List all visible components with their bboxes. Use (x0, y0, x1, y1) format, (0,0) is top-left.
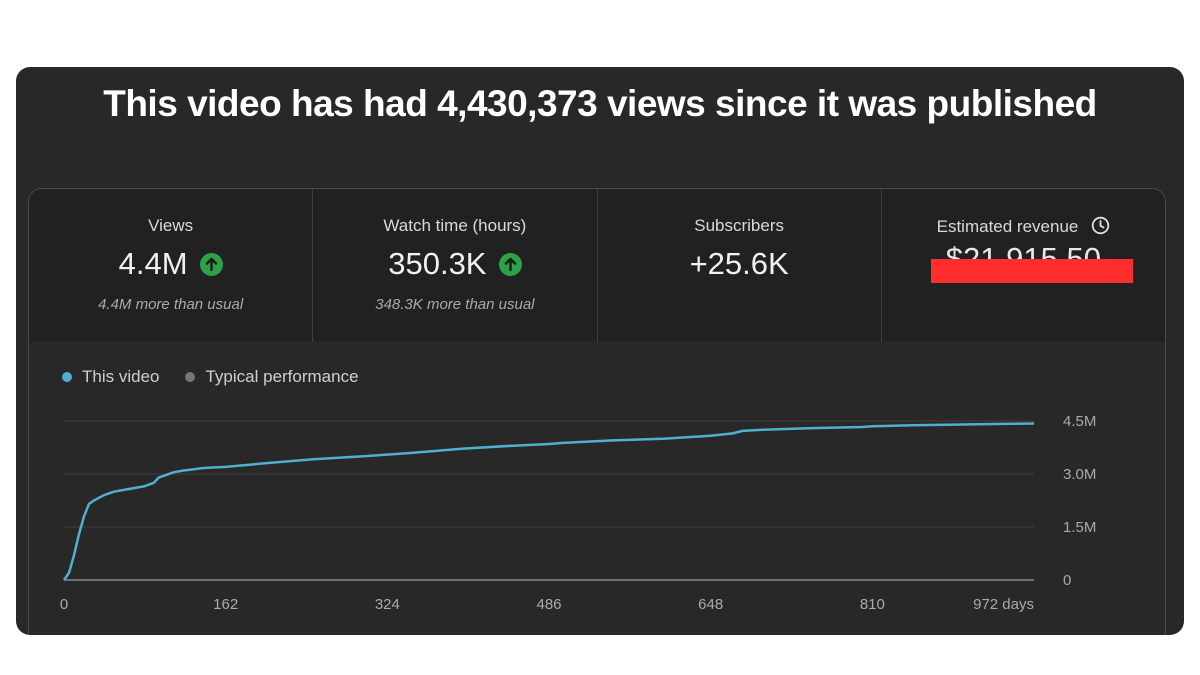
analytics-panel: Views 4.4M 4.4M more than usual Watch ti… (28, 188, 1166, 635)
card-label: Subscribers (694, 216, 784, 235)
y-tick-label: 4.5M (1063, 413, 1096, 430)
y-tick-label: 3.0M (1063, 466, 1096, 483)
x-tick-label: 648 (698, 596, 723, 613)
card-value: 350.3K (388, 246, 487, 281)
trend-up-icon (199, 252, 223, 276)
card-label: Views (148, 216, 194, 235)
redaction-bar (930, 259, 1133, 283)
views-card[interactable]: Views 4.4M 4.4M more than usual (29, 189, 314, 342)
watch-time-card[interactable]: Watch time (hours) 350.3K 348.3K more th… (313, 189, 598, 342)
card-sub: 348.3K more than usual (375, 296, 535, 313)
x-tick-label: 810 (860, 596, 885, 613)
series-line-this-video (62, 422, 1035, 581)
analytics-frame: This video has had 4,430,373 views since… (16, 67, 1184, 635)
legend-dot-icon (185, 372, 196, 382)
card-value-row: +25.6K (598, 246, 881, 282)
chart-legend: This video Typical performance (62, 367, 359, 387)
legend-item-typical[interactable]: Typical performance (185, 367, 359, 387)
legend-dot-icon (62, 372, 72, 382)
metric-cards: Views 4.4M 4.4M more than usual Watch ti… (29, 189, 1165, 342)
card-label: Estimated revenue (882, 216, 1165, 240)
trend-up-icon (498, 252, 522, 276)
views-line-chart[interactable]: 0 1.5M 3.0M 4.5M 0 162 324 486 648 810 972 days (29, 189, 1166, 635)
y-tick-label: 0 (1063, 572, 1071, 589)
legend-label: Typical performance (205, 367, 359, 386)
revenue-card[interactable]: Estimated revenue $21,915.50 (881, 189, 1165, 342)
card-value-row: 4.4M (29, 246, 312, 282)
revenue-label: Estimated revenue (936, 217, 1079, 236)
x-tick-label: 486 (536, 596, 561, 613)
subscribers-card[interactable]: Subscribers +25.6K (597, 189, 882, 342)
card-sub: 4.4M more than usual (98, 296, 244, 313)
legend-label: This video (82, 367, 160, 386)
card-value: +25.6K (689, 246, 789, 281)
card-value-row: 350.3K (313, 246, 596, 282)
headline: This video has had 4,430,373 views since… (103, 83, 1097, 124)
x-tick-label: 324 (375, 596, 400, 613)
card-value: 4.4M (118, 246, 188, 281)
x-tick-label: 972 days (973, 596, 1034, 613)
x-tick-label: 0 (60, 596, 68, 613)
clock-icon (1091, 216, 1110, 240)
card-label: Watch time (hours) (383, 216, 527, 235)
legend-item-this-video[interactable]: This video (62, 367, 159, 387)
x-tick-label: 162 (213, 596, 238, 613)
y-tick-label: 1.5M (1063, 519, 1096, 536)
